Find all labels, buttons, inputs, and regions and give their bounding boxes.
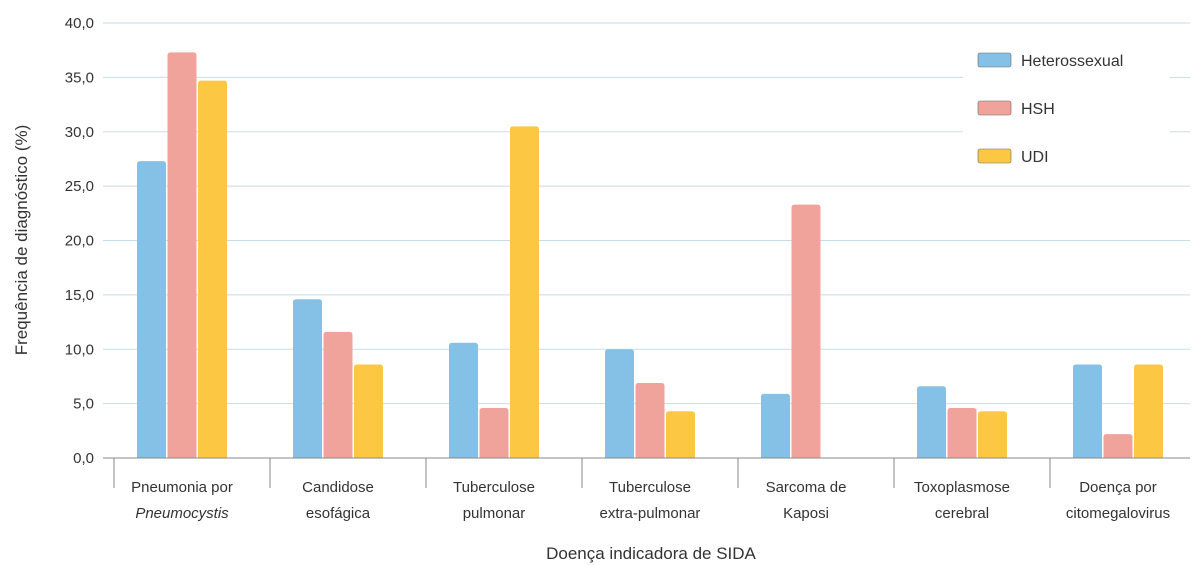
- y-tick-labels: 0,0 5,0 10,0 15,0 20,0 25,0 30,0 35,0 40,0: [65, 15, 94, 467]
- x-category-label: Pneumonia por: [131, 479, 233, 496]
- legend-swatch: [977, 52, 1012, 68]
- bar-hsh: [167, 52, 197, 459]
- bar-heterossexual: [293, 299, 322, 458]
- legend-label: UDI: [1021, 149, 1049, 166]
- bar-hsh: [1103, 434, 1133, 458]
- legend: Heterossexual HSH UDI: [963, 38, 1170, 178]
- bar-udi: [198, 80, 227, 458]
- bar-udi: [510, 126, 539, 458]
- x-category-labels: Pneumonia por Pneumocystis Candidose esofág…: [131, 479, 1170, 522]
- y-tick-label: 40,0: [65, 15, 94, 32]
- x-category-label: Kaposi: [783, 505, 829, 522]
- bar-heterossexual: [761, 393, 790, 458]
- bar-udi: [1134, 364, 1163, 458]
- x-category-label: Candidose: [302, 479, 374, 496]
- y-tick-label: 30,0: [65, 124, 94, 141]
- x-category-label: Pneumocystis: [135, 505, 229, 522]
- x-category-label: esofágica: [306, 505, 371, 522]
- bar-hsh: [479, 407, 509, 458]
- x-category-label: Doença por: [1079, 479, 1157, 496]
- x-category-label: cerebral: [935, 505, 989, 522]
- bar-heterossexual: [1073, 364, 1102, 458]
- bar-heterossexual: [605, 349, 634, 458]
- bar-hsh: [635, 382, 665, 458]
- bar-heterossexual: [449, 342, 478, 458]
- bar-hsh: [791, 204, 821, 458]
- y-tick-label: 20,0: [65, 233, 94, 250]
- y-tick-label: 25,0: [65, 178, 94, 195]
- bar-hsh: [323, 331, 353, 458]
- x-category-label: Toxoplasmose: [914, 479, 1010, 496]
- y-axis-title: Frequência de diagnóstico (%): [12, 125, 31, 356]
- y-tick-label: 10,0: [65, 341, 94, 358]
- y-tick-label: 35,0: [65, 69, 94, 86]
- y-tick-label: 15,0: [65, 287, 94, 304]
- x-category-label: Tuberculose: [453, 479, 535, 496]
- x-category-label: citomegalovirus: [1066, 505, 1170, 522]
- bar-udi: [354, 364, 383, 458]
- x-category-label: Sarcoma de: [766, 479, 847, 496]
- x-category-label: extra-pulmonar: [600, 505, 701, 522]
- y-tick-label: 0,0: [73, 450, 94, 467]
- bar-udi: [666, 411, 695, 458]
- legend-swatch: [977, 100, 1012, 116]
- legend-swatch: [977, 148, 1012, 164]
- x-category-label: Tuberculose: [609, 479, 691, 496]
- y-tick-label: 5,0: [73, 396, 94, 413]
- legend-label: HSH: [1021, 101, 1055, 118]
- bars: [137, 52, 1163, 459]
- x-category-label: pulmonar: [463, 505, 526, 522]
- bar-udi: [978, 411, 1007, 458]
- x-axis-title: Doença indicadora de SIDA: [546, 544, 756, 563]
- bar-heterossexual: [917, 386, 946, 458]
- grid-lines: [103, 22, 1190, 405]
- bar-hsh: [947, 407, 977, 458]
- legend-label: Heterossexual: [1021, 53, 1123, 70]
- bar-heterossexual: [137, 161, 166, 459]
- x-axis: [103, 457, 1190, 488]
